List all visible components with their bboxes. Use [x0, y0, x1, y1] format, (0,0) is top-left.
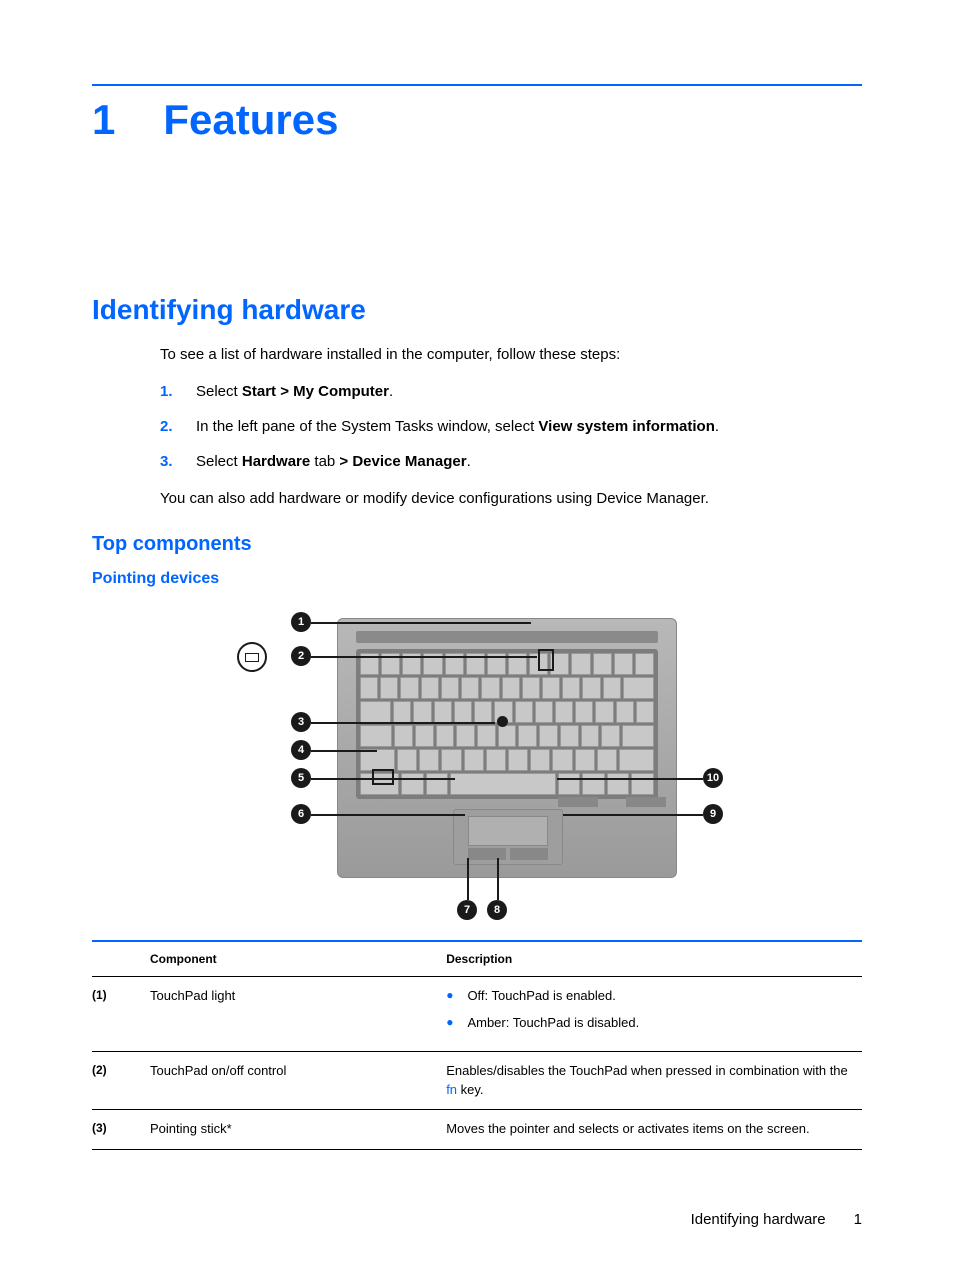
table-header-row: Component Description — [92, 942, 862, 977]
callout-marker: 10 — [703, 768, 723, 788]
bullet-icon: ● — [446, 1014, 453, 1033]
table-row: (3) Pointing stick* Moves the pointer an… — [92, 1110, 862, 1150]
callout-marker: 8 — [487, 900, 507, 920]
callout-marker: 6 — [291, 804, 311, 824]
component-description: Moves the pointer and selects or activat… — [446, 1120, 862, 1139]
touchpad-illustration — [453, 809, 563, 865]
component-name: Pointing stick* — [150, 1120, 232, 1139]
callout-marker: 9 — [703, 804, 723, 824]
step-text: In the left pane of the System Tasks win… — [196, 416, 719, 437]
callout-marker: 7 — [457, 900, 477, 920]
callout-marker: 3 — [291, 712, 311, 732]
table-header-description: Description — [446, 952, 862, 966]
step-item: 2. In the left pane of the System Tasks … — [160, 416, 862, 437]
callout-marker: 2 — [291, 646, 311, 666]
section-title: Identifying hardware — [92, 294, 862, 326]
step-number: 2. — [160, 416, 178, 437]
component-description: ●Off: TouchPad is enabled. ●Amber: Touch… — [446, 987, 862, 1041]
table-row: (2) TouchPad on/off control Enables/disa… — [92, 1052, 862, 1111]
pointing-stick-dot — [497, 716, 508, 727]
table-row: (1) TouchPad light ●Off: TouchPad is ena… — [92, 977, 862, 1052]
step-text: Select Start > My Computer. — [196, 381, 393, 402]
page-footer: Identifying hardware 1 — [691, 1211, 862, 1228]
component-number: (1) — [92, 987, 132, 1041]
pointing-devices-diagram: 1 2 3 4 5 6 7 8 10 9 — [227, 600, 727, 920]
step-item: 3. Select Hardware tab > Device Manager. — [160, 451, 862, 472]
subsection-subtitle: Pointing devices — [92, 570, 862, 588]
component-name: TouchPad light — [150, 987, 235, 1041]
callout-marker: 4 — [291, 740, 311, 760]
subsection-title: Top components — [92, 533, 862, 556]
footer-section-label: Identifying hardware — [691, 1211, 826, 1228]
chapter-number: 1 — [92, 96, 115, 144]
bullet-icon: ● — [446, 987, 453, 1006]
step-number: 1. — [160, 381, 178, 402]
document-page: 1 Features Identifying hardware To see a… — [0, 0, 954, 1270]
component-number: (2) — [92, 1062, 132, 1100]
component-name: TouchPad on/off control — [150, 1062, 286, 1100]
component-number: (3) — [92, 1120, 132, 1139]
step-number: 3. — [160, 451, 178, 472]
callout-marker: 1 — [291, 612, 311, 632]
section-intro: To see a list of hardware installed in t… — [160, 344, 862, 365]
step-item: 1. Select Start > My Computer. — [160, 381, 862, 402]
laptop-icon — [237, 642, 267, 672]
component-description: Enables/disables the TouchPad when press… — [446, 1062, 862, 1100]
page-number: 1 — [854, 1211, 862, 1228]
step-text: Select Hardware tab > Device Manager. — [196, 451, 471, 472]
fn-key-link[interactable]: fn — [446, 1082, 457, 1097]
section-outro: You can also add hardware or modify devi… — [160, 488, 862, 509]
chapter-title: Features — [163, 96, 338, 144]
callout-marker: 5 — [291, 768, 311, 788]
components-table: Component Description (1) TouchPad light… — [92, 940, 862, 1150]
table-header-component: Component — [150, 952, 217, 966]
chapter-heading: 1 Features — [92, 96, 862, 144]
steps-list: 1. Select Start > My Computer. 2. In the… — [160, 381, 862, 472]
top-rule — [92, 84, 862, 86]
